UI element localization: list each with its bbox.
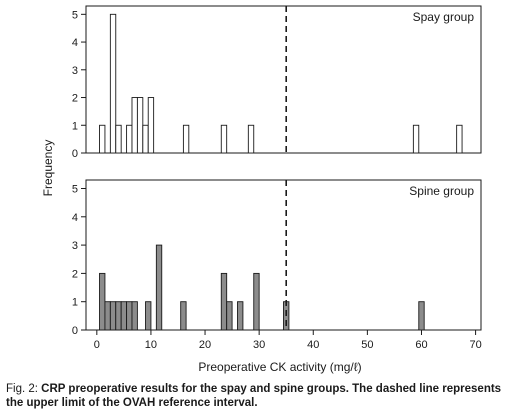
bar-spine-2: [104, 301, 111, 331]
bars-spine: [99, 244, 425, 331]
bar-spay-67: [456, 124, 463, 154]
x-axis: 0 10 20 30 40 50 60 70: [94, 330, 482, 351]
panel-spay: 0 1 2 3 4 5 Spay group: [72, 5, 482, 160]
x-tick-label-50: 50: [361, 339, 373, 351]
bar-spay-28.5: [247, 124, 255, 154]
bar-spay-1: [99, 124, 106, 154]
panel-label-spine: Spine group: [409, 184, 474, 198]
y-tick-label-spine-2: 2: [72, 268, 78, 280]
y-tick-label-spine-0: 0: [72, 325, 78, 337]
bars-spay: [99, 13, 463, 154]
bar-spine-9.5: [145, 301, 152, 331]
bar-spine-24.5: [226, 301, 233, 331]
bar-spine-11.5: [155, 244, 163, 331]
x-axis-title: Preoperative CK activity (mg/ℓ): [198, 360, 361, 374]
bar-spine-7: [131, 301, 138, 331]
y-tick-label-spine-4: 4: [72, 212, 78, 224]
x-tick-label-40: 40: [307, 339, 319, 351]
bar-spine-5: [120, 301, 128, 331]
y-tick-label-spay-0: 0: [72, 148, 78, 160]
caption-text: CRP preoperative results for the spay an…: [6, 383, 502, 409]
bar-spay-6: [126, 124, 133, 154]
y-axis-spay: 0 1 2 3 4 5: [72, 9, 86, 160]
bar-spay-3: [109, 13, 117, 154]
caption-prefix: Fig. 2:: [6, 383, 42, 395]
y-tick-label-spay-4: 4: [72, 37, 78, 49]
x-tick-label-60: 60: [415, 339, 427, 351]
bar-spine-60: [418, 301, 425, 331]
bar-spay-7: [131, 97, 138, 154]
x-tick-label-0: 0: [94, 339, 100, 351]
bar-spay-59: [412, 124, 420, 154]
bar-spine-6: [126, 301, 133, 331]
bar-spine-16: [180, 301, 187, 331]
bar-spine-23.5: [220, 272, 228, 331]
x-tick-label-70: 70: [469, 339, 481, 351]
x-tick-label-20: 20: [199, 339, 211, 351]
y-tick-label-spay-3: 3: [72, 65, 78, 77]
bar-spay-8: [136, 97, 144, 154]
figure-caption: Fig. 2: CRP preoperative results for the…: [6, 382, 514, 410]
bar-spine-1: [99, 272, 106, 331]
plot-frame-spay: [85, 5, 482, 154]
bar-spay-9: [142, 124, 149, 154]
bar-spay-16.5: [182, 124, 190, 154]
bar-spine-29.5: [253, 272, 260, 331]
bar-spay-4: [115, 124, 122, 154]
y-tick-label-spay-1: 1: [72, 120, 78, 132]
bar-spay-10: [147, 97, 155, 154]
bar-spine-26.5: [237, 301, 244, 331]
histogram-figure: 0 1 2 3 4 5 Spay group 0 1 2 3 4 5 Spine group 0 10…: [41, 5, 482, 374]
bar-spay-23.5: [220, 124, 228, 154]
y-tick-label-spine-3: 3: [72, 240, 78, 252]
y-tick-label-spay-2: 2: [72, 93, 78, 105]
y-tick-label-spine-5: 5: [72, 183, 78, 195]
bar-spine-3: [109, 301, 117, 331]
panel-spine: 0 1 2 3 4 5 Spine group: [72, 179, 482, 337]
panel-label-spay: Spay group: [413, 10, 475, 24]
y-tick-label-spay-5: 5: [72, 9, 78, 21]
x-tick-label-10: 10: [145, 339, 157, 351]
y-axis-title: Frequency: [41, 140, 55, 197]
y-tick-label-spine-1: 1: [72, 297, 78, 309]
x-tick-label-30: 30: [253, 339, 265, 351]
y-axis-spine: 0 1 2 3 4 5: [72, 183, 86, 337]
bar-spine-4: [115, 301, 122, 331]
